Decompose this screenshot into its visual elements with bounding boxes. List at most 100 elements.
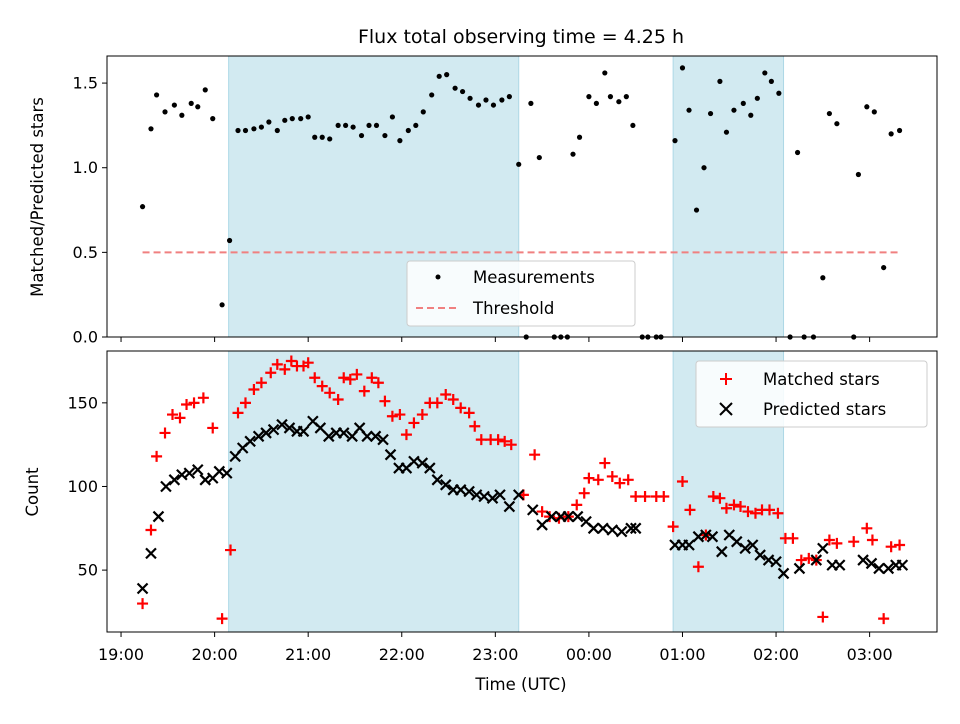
measurements-legend-label: Measurements — [473, 268, 595, 287]
measurements-point — [319, 134, 325, 140]
predicted-stars-point — [361, 430, 373, 443]
top-y-tick-label: 1.5 — [73, 74, 98, 93]
measurements-point — [607, 94, 614, 100]
matched-stars-point — [309, 372, 321, 384]
matched-stars-point — [167, 409, 179, 421]
measurements-point — [717, 78, 723, 84]
matched-stars-point — [265, 367, 277, 379]
matched-stars-point — [707, 491, 719, 503]
predicted-stars-point — [478, 490, 490, 503]
predicted-stars-point — [486, 492, 499, 504]
predicted-stars-point — [463, 485, 475, 498]
bottom-y-tick-label: 50 — [78, 561, 98, 580]
measurements-point — [576, 134, 583, 140]
matched-stars-point — [606, 470, 618, 482]
measurements-point — [768, 78, 774, 84]
predicted-stars-point — [629, 522, 642, 535]
predicted-stars-point — [606, 524, 619, 536]
predicted-stars-point — [160, 480, 172, 493]
matched-stars-point — [408, 417, 420, 429]
measurements-point — [153, 92, 160, 98]
predicted-stars-point — [494, 489, 506, 501]
measurements-point — [754, 95, 760, 101]
measurements-point — [707, 110, 714, 117]
matched-stars-point — [894, 539, 906, 551]
measurements-point — [258, 124, 264, 130]
matched-stars-point — [878, 613, 890, 625]
top-panel: 0.0 0.5 1.0 1.5 Matched/Predicted stars Mea… — [28, 55, 938, 347]
measurements-point — [570, 151, 576, 157]
matched-stars-point — [316, 380, 328, 392]
matched-stars-point — [145, 524, 157, 536]
matched-stars-point — [599, 457, 611, 469]
predicted-stars-point — [136, 582, 149, 595]
matched-stars-point — [137, 598, 149, 610]
matched-stars-point — [658, 491, 670, 503]
predicted-stars-point — [145, 547, 157, 560]
measurements-point — [593, 100, 599, 106]
predicted-stars-point — [770, 555, 782, 568]
bottom-shaded-interval-1 — [228, 350, 520, 633]
matched-stars-point — [207, 422, 219, 434]
top-y-axis-label: Matched/Predicted stars — [28, 97, 47, 297]
measurements-point — [397, 138, 403, 144]
measurements-point — [195, 104, 201, 110]
matched-stars-point — [622, 474, 634, 486]
predicted-stars-point — [625, 522, 637, 535]
predicted-stars-point — [873, 562, 885, 575]
x-tick-label: 21:00 — [285, 645, 331, 664]
top-y-tick-label: 1.0 — [73, 158, 98, 177]
matched-stars-point — [324, 387, 336, 399]
x-tick-label: 22:00 — [379, 645, 425, 664]
matched-stars-point — [174, 412, 186, 424]
measurements-point — [672, 138, 678, 144]
predicted-stars-point — [865, 557, 878, 570]
measurements-point — [896, 127, 903, 134]
predicted-stars-point — [283, 422, 296, 434]
measurements-point — [350, 124, 356, 130]
measurements-point — [298, 116, 304, 122]
matched-stars-point — [505, 439, 517, 451]
matched-stars-point — [279, 363, 291, 375]
matched-stars-point — [592, 474, 604, 486]
predicted-stars-point — [683, 539, 695, 551]
measurements-point — [499, 97, 505, 103]
matched-stars-point — [861, 522, 873, 534]
chart-title: Flux total observing time = 4.25 h — [358, 26, 684, 48]
measurements-point — [171, 102, 177, 108]
predicted-stars-point — [882, 562, 895, 575]
matched-stars-point — [225, 544, 237, 556]
predicted-stars-point — [408, 455, 420, 468]
matched-stars-point — [271, 358, 283, 370]
matched-stars-point — [492, 434, 504, 446]
measurements-point — [693, 207, 700, 213]
top-legend-box — [406, 260, 636, 327]
measurements-point — [762, 70, 768, 76]
bottom-y-tick-label: 100 — [67, 477, 98, 496]
x-tick-label: 02:00 — [753, 645, 799, 664]
matched-stars-point — [630, 491, 642, 503]
measurements-point — [855, 171, 861, 178]
top-y-tick-label: 0.5 — [73, 243, 98, 262]
predicted-stars-point — [297, 425, 310, 438]
measurements-point — [274, 127, 280, 134]
predicted-stars-point — [244, 435, 256, 448]
measurements-point — [679, 65, 686, 71]
matched-stars-point — [803, 552, 815, 564]
x-tick-label: 19:00 — [98, 645, 144, 664]
matched-stars-legend-label: Matched stars — [763, 370, 880, 389]
predicted-stars-point — [152, 510, 165, 523]
measurements-point — [305, 114, 311, 120]
matched-stars-point — [351, 368, 363, 380]
measurements-point — [382, 132, 388, 139]
matched-stars-point — [216, 613, 228, 625]
matched-stars-point — [667, 521, 679, 533]
measurements-point — [490, 102, 497, 108]
matched-stars-point — [469, 420, 481, 432]
measurements-point — [226, 237, 233, 244]
measurements-point — [723, 129, 730, 135]
predicted-stars-point — [369, 430, 382, 443]
matched-stars-point — [416, 409, 428, 421]
predicted-stars-point — [424, 462, 436, 474]
